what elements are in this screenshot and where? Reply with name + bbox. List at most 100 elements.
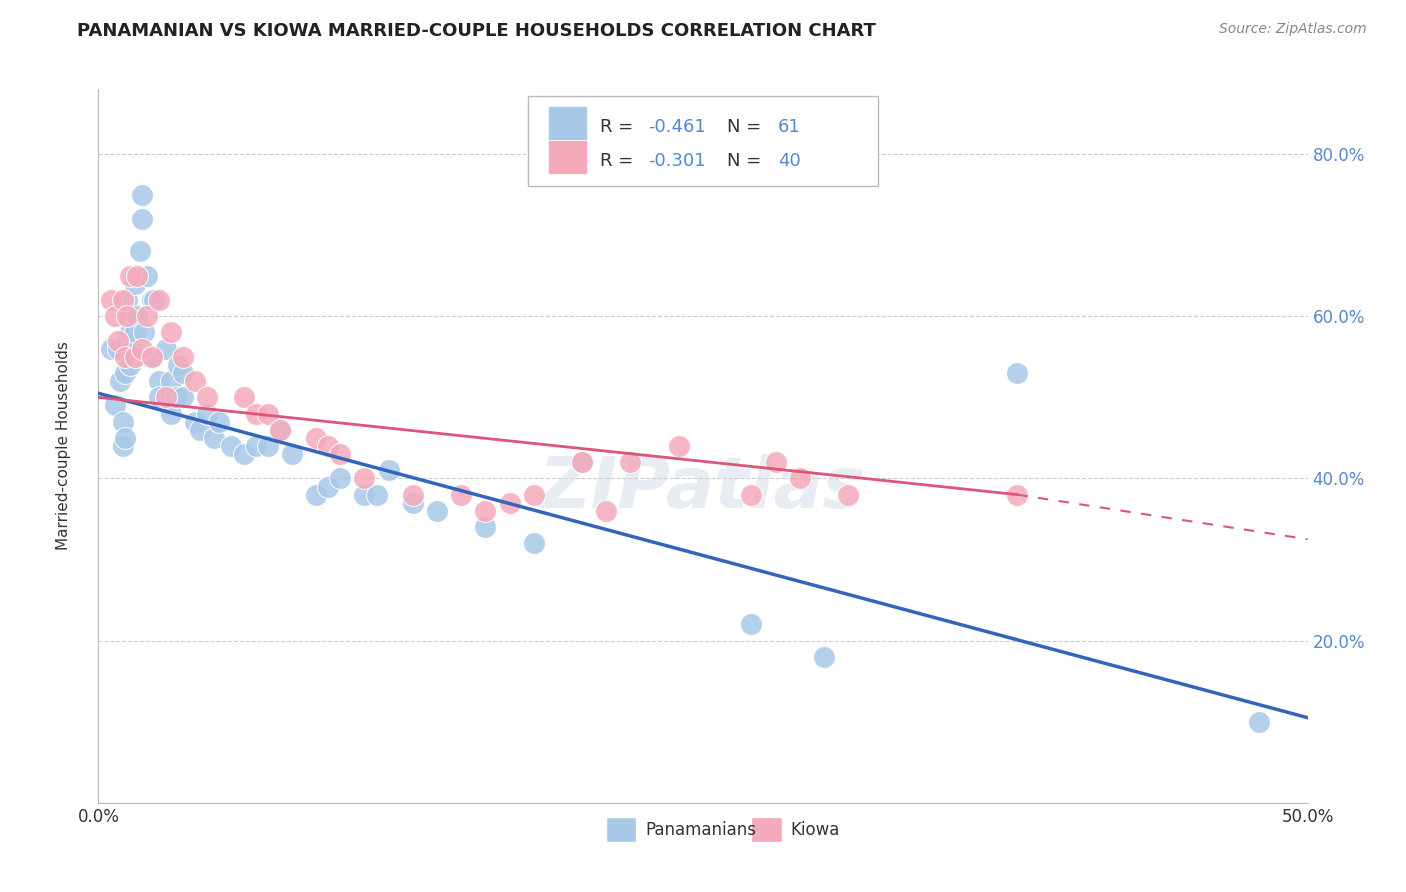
Point <box>316 439 339 453</box>
Point <box>377 463 399 477</box>
Point <box>104 399 127 413</box>
Point <box>172 390 194 404</box>
Point <box>118 326 141 340</box>
Point <box>111 293 134 307</box>
Point <box>141 350 163 364</box>
Point <box>402 488 425 502</box>
Point <box>118 358 141 372</box>
Point <box>114 366 136 380</box>
Point <box>172 366 194 380</box>
Point <box>837 488 859 502</box>
Point <box>128 244 150 259</box>
Point <box>765 455 787 469</box>
Point <box>107 342 129 356</box>
Text: -0.301: -0.301 <box>648 152 706 170</box>
Point <box>740 617 762 632</box>
Text: R =: R = <box>600 118 640 136</box>
Point <box>184 374 207 388</box>
Point <box>127 310 149 324</box>
Text: Kiowa: Kiowa <box>790 821 839 838</box>
Point <box>127 268 149 283</box>
Point <box>402 496 425 510</box>
Point <box>155 390 177 404</box>
Point <box>813 649 835 664</box>
Point <box>111 439 134 453</box>
Point <box>108 374 131 388</box>
Point <box>1007 366 1029 380</box>
Bar <box>548 140 586 174</box>
Point <box>138 350 160 364</box>
Point <box>353 471 375 485</box>
Point <box>148 374 170 388</box>
Point <box>366 488 388 502</box>
Point <box>245 439 267 453</box>
Text: N =: N = <box>727 152 768 170</box>
Point <box>107 334 129 348</box>
Point <box>740 488 762 502</box>
Text: ZIPatlas: ZIPatlas <box>540 454 866 524</box>
Point <box>135 310 157 324</box>
FancyBboxPatch shape <box>527 96 879 186</box>
Point <box>134 326 156 340</box>
Point <box>195 390 218 404</box>
Point <box>269 423 291 437</box>
Text: Married-couple Households: Married-couple Households <box>56 342 70 550</box>
Point <box>135 268 157 283</box>
Point <box>141 350 163 364</box>
Point <box>131 342 153 356</box>
Point <box>155 342 177 356</box>
Point <box>498 496 520 510</box>
Point <box>668 439 690 453</box>
Point <box>100 342 122 356</box>
Point <box>160 326 183 340</box>
Text: 61: 61 <box>778 118 801 136</box>
Bar <box>751 817 782 842</box>
Point <box>172 350 194 364</box>
Point <box>124 350 146 364</box>
Point <box>117 310 139 324</box>
Point <box>256 407 278 421</box>
Point <box>124 277 146 291</box>
Point <box>114 350 136 364</box>
Text: -0.461: -0.461 <box>648 118 706 136</box>
Text: N =: N = <box>727 118 768 136</box>
Point <box>143 293 166 307</box>
Point <box>165 390 187 404</box>
Point <box>245 407 267 421</box>
Point <box>256 439 278 453</box>
Text: 40: 40 <box>778 152 801 170</box>
Point <box>208 415 231 429</box>
Point <box>316 479 339 493</box>
Point <box>305 431 328 445</box>
Point <box>595 504 617 518</box>
Point <box>118 268 141 283</box>
Point <box>329 471 352 485</box>
Point <box>121 342 143 356</box>
Point <box>450 488 472 502</box>
Point <box>281 447 304 461</box>
Point <box>353 488 375 502</box>
Text: R =: R = <box>600 152 640 170</box>
Point <box>131 187 153 202</box>
Point <box>474 504 496 518</box>
Point <box>141 293 163 307</box>
Point <box>111 415 134 429</box>
Point <box>571 455 593 469</box>
Point <box>221 439 243 453</box>
Point <box>474 520 496 534</box>
Point <box>131 211 153 226</box>
Point <box>117 310 139 324</box>
Bar <box>548 105 586 140</box>
Point <box>1249 714 1271 729</box>
Point <box>160 374 183 388</box>
Bar <box>606 817 637 842</box>
Point <box>619 455 641 469</box>
Point <box>184 415 207 429</box>
Point <box>100 293 122 307</box>
Text: Source: ZipAtlas.com: Source: ZipAtlas.com <box>1219 22 1367 37</box>
Point <box>329 447 352 461</box>
Point <box>305 488 328 502</box>
Point <box>426 504 449 518</box>
Point <box>160 407 183 421</box>
Point <box>148 293 170 307</box>
